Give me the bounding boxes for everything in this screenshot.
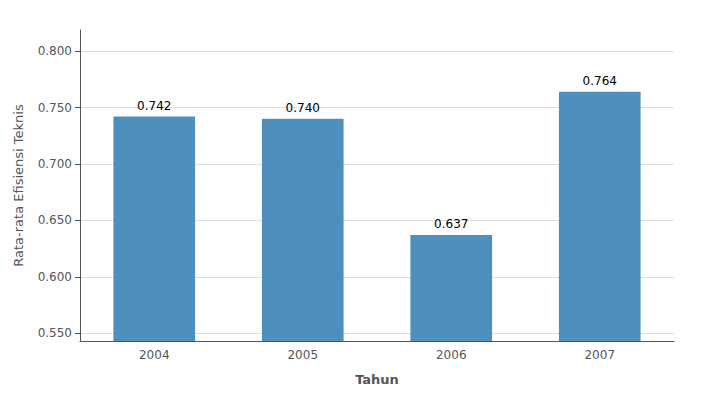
svg-text:Tahun: Tahun bbox=[355, 372, 399, 387]
svg-text:2006: 2006 bbox=[436, 348, 467, 362]
svg-text:2007: 2007 bbox=[584, 348, 615, 362]
svg-text:0.650: 0.650 bbox=[38, 213, 72, 227]
svg-text:2005: 2005 bbox=[287, 348, 318, 362]
svg-text:0.742: 0.742 bbox=[137, 99, 171, 113]
svg-text:0.750: 0.750 bbox=[38, 101, 72, 115]
svg-text:0.764: 0.764 bbox=[583, 74, 617, 88]
svg-text:0.700: 0.700 bbox=[38, 157, 72, 171]
svg-text:Rata-rata Efisiensi Teknis: Rata-rata Efisiensi Teknis bbox=[11, 104, 26, 267]
svg-text:0.600: 0.600 bbox=[38, 270, 72, 284]
svg-text:2004: 2004 bbox=[139, 348, 170, 362]
svg-text:0.550: 0.550 bbox=[38, 326, 72, 340]
svg-text:0.800: 0.800 bbox=[38, 44, 72, 58]
svg-text:0.637: 0.637 bbox=[434, 217, 468, 231]
svg-text:0.740: 0.740 bbox=[286, 101, 320, 115]
